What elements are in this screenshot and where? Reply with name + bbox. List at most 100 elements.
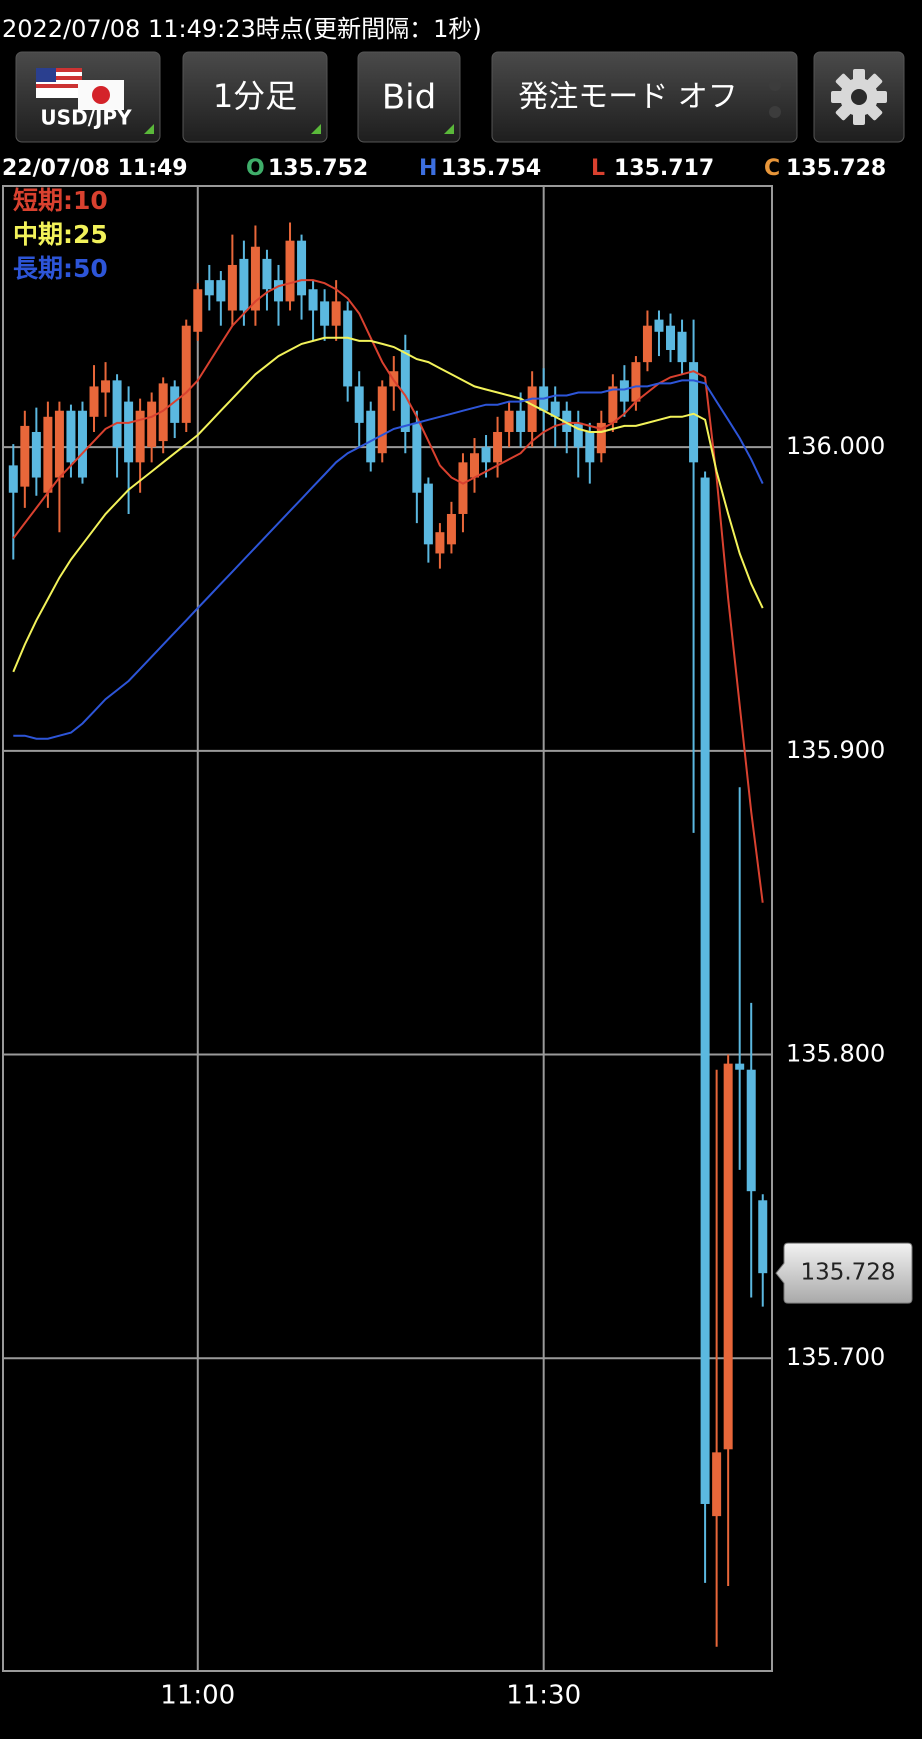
price-type-label: Bid xyxy=(382,78,436,118)
candle-body xyxy=(147,401,157,448)
candle-body xyxy=(112,380,122,448)
toggle-dot xyxy=(769,106,781,118)
ma-line xyxy=(12,279,764,903)
open-label: O xyxy=(246,156,265,181)
pair-button[interactable]: USD/JPY xyxy=(15,51,161,143)
plot-area: 135.700 135.800 135.900 136.000 11:00 11:30 短期… xyxy=(2,185,913,1711)
header-datetime: 22/07/08 11:49 xyxy=(2,156,188,181)
candle-body xyxy=(124,401,134,463)
candle-body xyxy=(227,264,237,311)
candle-body xyxy=(493,431,503,463)
candle-body xyxy=(297,240,307,296)
candle-body xyxy=(331,301,341,326)
flag-stripe xyxy=(36,76,82,80)
candle-body xyxy=(712,1452,722,1517)
corner-mark xyxy=(144,124,154,134)
close-label: C xyxy=(764,156,780,181)
y-tick-label: 135.700 xyxy=(786,1343,885,1371)
corner-mark xyxy=(311,124,321,134)
candle-body xyxy=(343,310,353,387)
candle-body xyxy=(666,325,676,350)
candle-body xyxy=(273,280,283,302)
candle-body xyxy=(481,447,491,463)
candle-body xyxy=(239,258,249,311)
x-tick-label: 11:00 xyxy=(160,1681,235,1711)
candle-body xyxy=(458,462,468,514)
candle-body xyxy=(758,1200,768,1274)
candle-body xyxy=(8,465,18,493)
jp-sun xyxy=(92,86,110,104)
high-value: 135.754 xyxy=(441,156,541,181)
candle-body xyxy=(619,380,629,402)
legend-entry: 短期:10 xyxy=(13,186,108,215)
candle-body xyxy=(631,362,641,402)
y-tick-label: 135.900 xyxy=(786,736,885,764)
price-type-button[interactable]: Bid xyxy=(357,51,461,143)
candle-body xyxy=(516,410,526,432)
candle-body xyxy=(158,383,168,442)
low-label: L xyxy=(591,156,605,181)
open-value: 135.752 xyxy=(268,156,368,181)
candle-body xyxy=(181,325,191,423)
candle-body xyxy=(377,386,387,454)
pair-label: USD/JPY xyxy=(40,106,132,130)
candle-body xyxy=(527,386,537,432)
button-bg xyxy=(182,51,328,143)
high-label: H xyxy=(419,156,437,181)
plot-border xyxy=(2,185,773,1672)
candle-body xyxy=(423,483,433,545)
x-tick-label: 11:30 xyxy=(506,1681,581,1711)
candle-body xyxy=(193,289,203,332)
candle-body xyxy=(66,410,76,463)
candle-body xyxy=(262,258,272,290)
candle-body xyxy=(585,431,595,463)
order-mode-label: 発注モード オフ xyxy=(518,80,738,115)
corner-mark xyxy=(444,124,454,134)
candle-body xyxy=(43,416,53,493)
candle-body xyxy=(308,289,318,311)
y-tick-label: 135.800 xyxy=(786,1040,885,1068)
candle-body xyxy=(735,1063,745,1070)
candle-body xyxy=(216,280,226,302)
candle-body xyxy=(20,425,30,487)
candle-body xyxy=(204,280,214,296)
candle-body xyxy=(170,386,180,423)
legend-entry: 長期:50 xyxy=(13,254,108,283)
candle-body xyxy=(504,410,514,432)
candle-body xyxy=(320,301,330,326)
status-text: 2022/07/08 11:49:23時点(更新間隔：1秒) xyxy=(2,15,482,43)
y-tick-label: 136.000 xyxy=(786,432,885,460)
low-value: 135.717 xyxy=(614,156,714,181)
candle-body xyxy=(412,422,422,493)
candle-body xyxy=(250,246,260,311)
price-tag-bg xyxy=(775,1242,913,1304)
candle-body xyxy=(446,513,456,545)
candle-body xyxy=(89,386,99,417)
settings-button[interactable] xyxy=(813,51,905,143)
candle-body xyxy=(354,386,364,423)
candle-body xyxy=(746,1069,756,1192)
candle-body xyxy=(285,240,295,302)
candle-body xyxy=(723,1063,733,1450)
close-value: 135.728 xyxy=(786,156,886,181)
button-bg xyxy=(357,51,461,143)
candle-body xyxy=(435,532,445,554)
candle-body xyxy=(366,410,376,463)
legend-entry: 中期:25 xyxy=(13,220,108,249)
candle-body xyxy=(470,453,479,478)
price-tag-label: 135.728 xyxy=(800,1260,895,1286)
candle-body xyxy=(31,431,41,478)
flag-stripe xyxy=(36,68,82,72)
ma-line xyxy=(13,379,764,740)
timeframe-button[interactable]: 1分足 xyxy=(182,51,328,143)
candle-body xyxy=(608,386,618,423)
candle-body xyxy=(135,410,145,463)
candle-body xyxy=(642,325,652,363)
candle-body xyxy=(596,422,606,454)
order-mode-button[interactable]: 発注モード オフ xyxy=(491,51,798,143)
toggle-dot xyxy=(769,79,781,91)
candle-body xyxy=(550,401,560,417)
candle-body xyxy=(101,380,111,393)
